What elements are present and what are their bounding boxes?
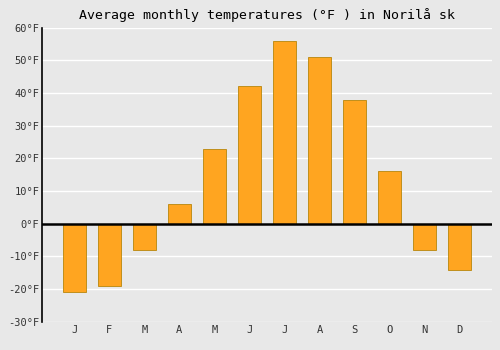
Bar bbox=[378, 172, 401, 224]
Bar bbox=[414, 224, 436, 250]
Bar bbox=[308, 57, 331, 224]
Bar bbox=[133, 224, 156, 250]
Bar bbox=[203, 149, 226, 224]
Title: Average monthly temperatures (°F ) in Norilå sk: Average monthly temperatures (°F ) in No… bbox=[79, 8, 455, 22]
Bar bbox=[98, 224, 120, 286]
Bar bbox=[63, 224, 86, 293]
Bar bbox=[448, 224, 471, 270]
Bar bbox=[344, 99, 366, 224]
Bar bbox=[238, 86, 261, 224]
Bar bbox=[168, 204, 191, 224]
Bar bbox=[273, 41, 296, 224]
